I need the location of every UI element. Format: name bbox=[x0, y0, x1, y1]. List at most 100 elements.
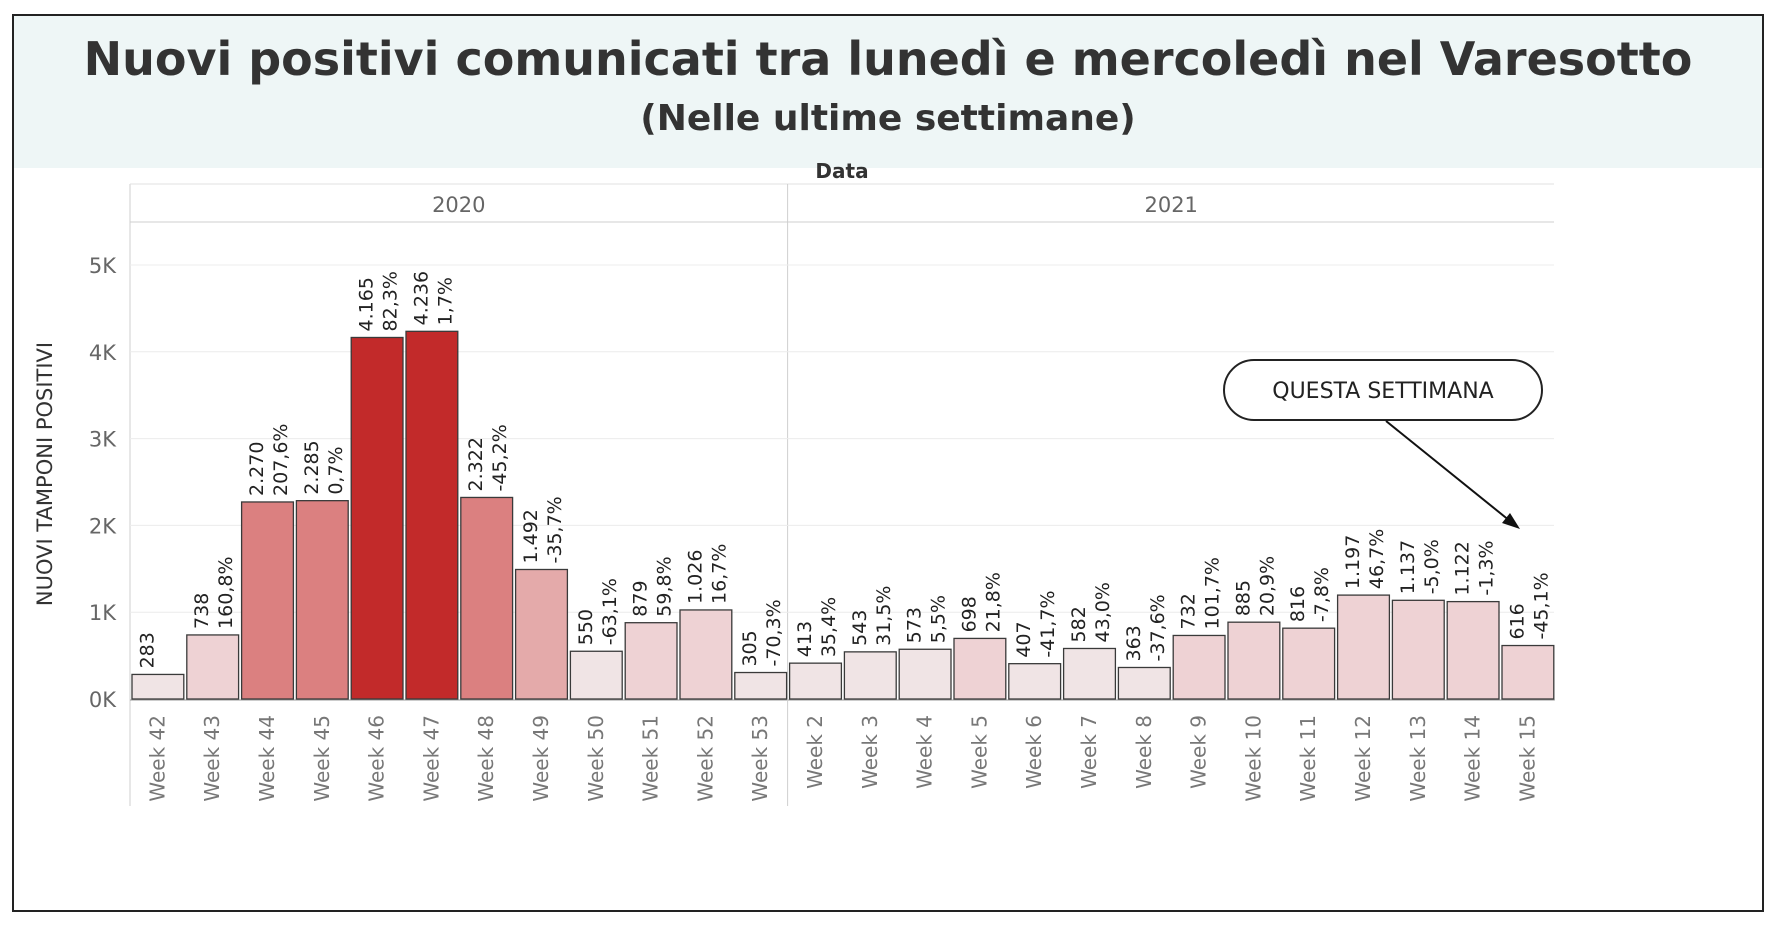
x-tick-label: Week 5 bbox=[967, 715, 991, 789]
x-tick-label: Week 7 bbox=[1077, 715, 1101, 789]
value-label: 816 bbox=[1287, 586, 1309, 622]
bar bbox=[1391, 599, 1445, 700]
x-tick-label: Week 52 bbox=[693, 715, 717, 802]
x-tick-label: Week 44 bbox=[255, 715, 279, 802]
bar bbox=[1282, 627, 1336, 700]
pct-label: -1,3% bbox=[1476, 540, 1498, 595]
pct-label: 5,5% bbox=[928, 595, 950, 643]
value-label: 2.322 bbox=[465, 437, 487, 491]
pct-label: -41,7% bbox=[1037, 590, 1059, 657]
value-label: 1.197 bbox=[1342, 535, 1364, 589]
value-label: 305 bbox=[739, 630, 761, 666]
pct-label: 1,7% bbox=[434, 277, 456, 325]
y-axis-label: NUOVI TAMPONI POSITIVI bbox=[33, 342, 57, 606]
value-label: 1.137 bbox=[1397, 540, 1419, 594]
x-tick-label: Week 47 bbox=[419, 715, 443, 802]
pct-label: 43,0% bbox=[1092, 582, 1114, 642]
pct-label: -37,6% bbox=[1147, 594, 1169, 661]
pct-label: 160,8% bbox=[215, 556, 237, 628]
pct-label: 20,9% bbox=[1256, 556, 1278, 616]
bar bbox=[898, 648, 952, 700]
value-label: 616 bbox=[1506, 603, 1528, 639]
bar bbox=[1336, 594, 1391, 700]
bar-chart: Data NUOVI TAMPONI POSITIVI 0K 1K 2K 3K 4K 5K… bbox=[33, 159, 1555, 806]
year-header: 2020 bbox=[432, 193, 485, 217]
x-tick-label: Week 43 bbox=[200, 715, 224, 802]
callout: QUESTA SETTIMANA bbox=[1223, 359, 1543, 529]
bar bbox=[240, 501, 295, 700]
x-tick-label: Week 3 bbox=[858, 715, 882, 789]
value-label: 1.492 bbox=[520, 509, 542, 563]
bar bbox=[131, 673, 185, 700]
column-header: Data bbox=[815, 159, 868, 183]
x-tick-label: Week 48 bbox=[474, 715, 498, 802]
bar bbox=[1501, 644, 1555, 700]
value-label: 879 bbox=[630, 580, 652, 616]
y-tick-label: 1K bbox=[89, 601, 117, 625]
bar bbox=[405, 330, 459, 700]
x-tick-label: Week 11 bbox=[1296, 715, 1320, 802]
year-header: 2021 bbox=[1144, 193, 1197, 217]
y-tick-label: 4K bbox=[89, 341, 117, 365]
callout-box bbox=[1223, 359, 1543, 421]
x-tick-label: Week 9 bbox=[1187, 715, 1211, 789]
y-tick-label: 2K bbox=[89, 514, 117, 538]
value-label: 582 bbox=[1068, 606, 1090, 642]
value-label: 543 bbox=[849, 610, 871, 646]
x-tick-label: Week 45 bbox=[310, 715, 334, 802]
bar bbox=[843, 651, 897, 700]
x-tick-label: Week 10 bbox=[1241, 715, 1265, 802]
x-tick-label: Week 8 bbox=[1132, 715, 1156, 789]
x-tick-label: Week 6 bbox=[1022, 715, 1046, 789]
value-label: 885 bbox=[1232, 580, 1254, 616]
data-labels: 283 738 160,8% 2.270 207,6% 2.285 0,7% 4.165 82,… bbox=[136, 271, 1552, 669]
year-headers: 2020 2021 bbox=[432, 193, 1198, 217]
y-tick-label: 5K bbox=[89, 254, 117, 278]
x-tick-label: Week 53 bbox=[748, 715, 772, 802]
x-tick-label: Week 15 bbox=[1515, 715, 1539, 802]
chart-subtitle: (Nelle ultime settimane) bbox=[640, 98, 1136, 139]
x-tick-label: Week 14 bbox=[1461, 715, 1485, 802]
bar bbox=[734, 671, 788, 700]
bar bbox=[569, 650, 623, 700]
y-axis-ticks: 0K 1K 2K 3K 4K 5K bbox=[89, 254, 117, 712]
bar bbox=[1446, 600, 1500, 700]
value-label: 4.165 bbox=[356, 277, 378, 331]
value-label: 573 bbox=[904, 607, 926, 643]
panel-lines bbox=[129, 183, 1555, 806]
value-label: 1.122 bbox=[1452, 541, 1474, 595]
pct-label: -45,1% bbox=[1530, 572, 1552, 639]
bar bbox=[679, 609, 733, 700]
bar bbox=[460, 496, 514, 700]
pct-label: 16,7% bbox=[708, 544, 730, 604]
pct-label: -5,0% bbox=[1421, 539, 1443, 594]
y-tick-label: 3K bbox=[89, 428, 117, 452]
bar bbox=[1062, 647, 1117, 700]
pct-label: 0,7% bbox=[325, 446, 347, 494]
pct-label: 35,4% bbox=[818, 597, 840, 657]
bars bbox=[131, 330, 1555, 700]
pct-label: -45,2% bbox=[489, 424, 511, 491]
y-tick-label: 0K bbox=[89, 688, 117, 712]
value-label: 363 bbox=[1123, 625, 1145, 661]
value-label: 738 bbox=[191, 593, 213, 629]
value-label: 413 bbox=[794, 621, 816, 657]
bar bbox=[1008, 663, 1062, 700]
callout-arrow-line bbox=[1385, 420, 1511, 522]
bar bbox=[1117, 666, 1171, 700]
x-tick-label: Week 51 bbox=[639, 715, 663, 802]
value-label: 698 bbox=[958, 596, 980, 632]
chart-title: Nuovi positivi comunicati tra lunedì e m… bbox=[83, 32, 1693, 86]
value-label: 4.236 bbox=[410, 271, 432, 325]
value-label: 550 bbox=[575, 609, 597, 645]
value-label: 407 bbox=[1013, 621, 1035, 657]
x-tick-label: Week 46 bbox=[365, 715, 389, 802]
pct-label: -7,8% bbox=[1311, 567, 1333, 622]
x-tick-label: Week 4 bbox=[913, 715, 937, 789]
chart-frame: Nuovi positivi comunicati tra lunedì e m… bbox=[12, 14, 1764, 912]
callout-text: QUESTA SETTIMANA bbox=[1272, 379, 1493, 404]
bar bbox=[514, 568, 569, 700]
x-tick-label: Week 12 bbox=[1351, 715, 1375, 802]
value-label: 2.285 bbox=[301, 440, 323, 494]
pct-label: 82,3% bbox=[380, 271, 402, 331]
